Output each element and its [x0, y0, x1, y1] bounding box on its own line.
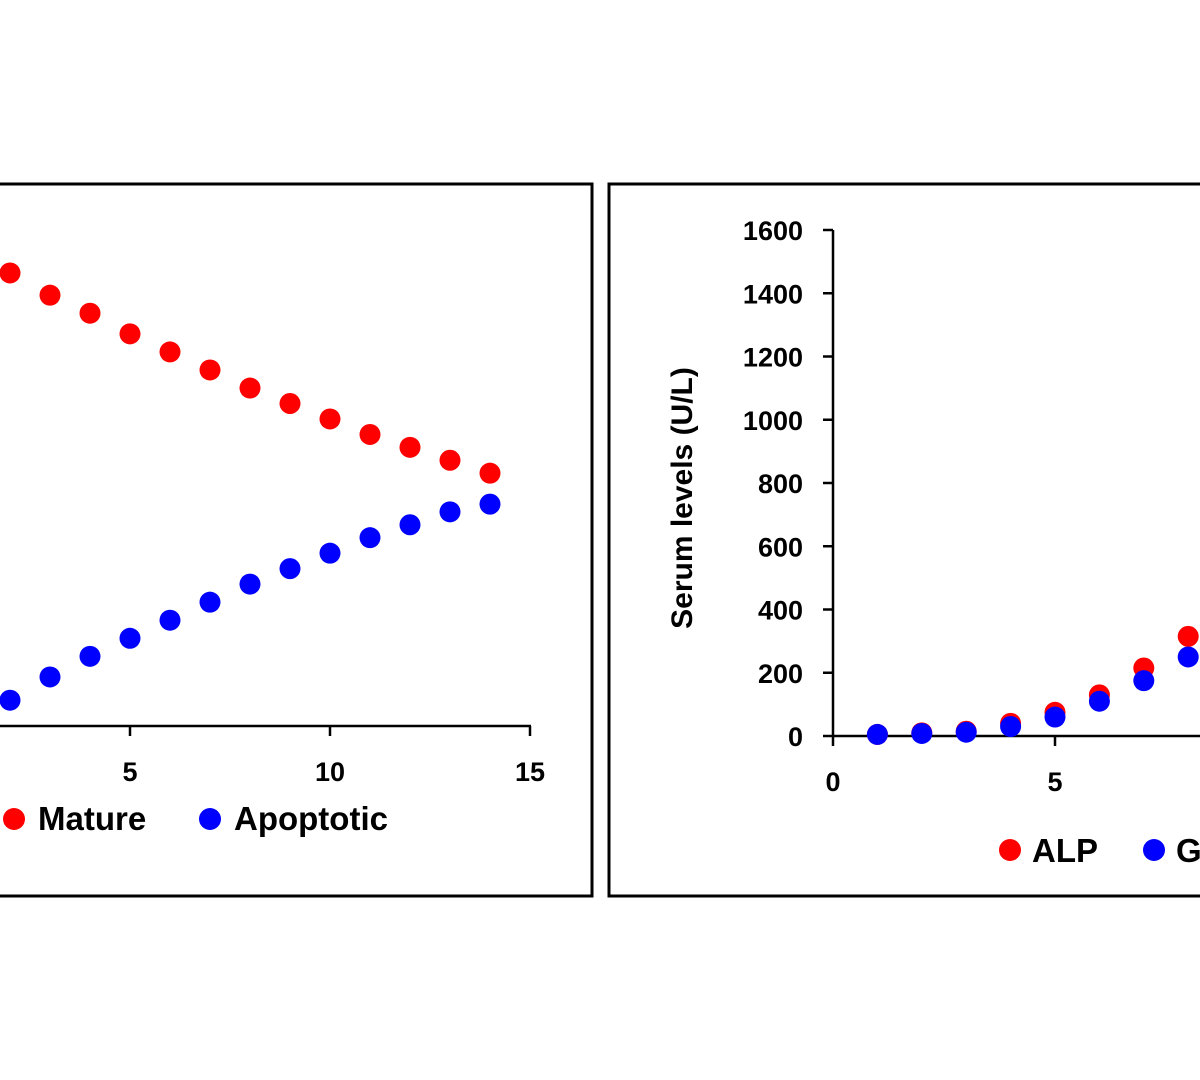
right-y-tick-label: 1400 [743, 279, 803, 309]
legend-marker-mature [3, 808, 25, 830]
data-point-mature [199, 359, 221, 381]
data-point-apoptotic [199, 591, 221, 613]
right-y-axis-title: Serum levels (U/L) [666, 367, 699, 629]
data-point-g [1088, 690, 1110, 712]
legend-label-apoptotic: Apoptotic [234, 800, 388, 837]
right-y-tick-label: 600 [758, 532, 803, 562]
right-chart-panel: Serum levels (U/L) 0 200 400 600 800 1000 1200… [607, 182, 1200, 898]
legend-label-mature: Mature [38, 800, 146, 837]
legend-marker-alp [999, 839, 1021, 861]
data-point-apoptotic [279, 558, 301, 580]
data-point-g [1133, 670, 1155, 692]
right-y-ticks: 0 200 400 600 800 1000 1200 1400 1600 [743, 216, 833, 752]
left-panel-frame [0, 182, 594, 898]
data-point-mature [359, 423, 381, 445]
left-x-ticks: 5 10 15 [122, 726, 545, 787]
left-x-tick-label: 10 [315, 757, 345, 787]
left-x-tick-label: 5 [122, 757, 137, 787]
data-point-g [1044, 706, 1066, 728]
legend-marker-g [1143, 839, 1165, 861]
right-y-tick-label: 800 [758, 469, 803, 499]
data-point-g [1000, 716, 1022, 738]
legend-label-g: G [1176, 832, 1200, 869]
right-x-tick-label: 0 [825, 767, 840, 797]
data-point-apoptotic [359, 527, 381, 549]
data-point-mature [0, 262, 21, 284]
data-point-g [911, 722, 933, 744]
data-point-apoptotic [479, 493, 501, 515]
right-y-tick-label: 1200 [743, 343, 803, 373]
data-point-mature [39, 284, 61, 306]
left-legend: Mature Apoptotic [3, 800, 388, 837]
right-y-tick-label: 0 [788, 722, 803, 752]
data-point-mature [159, 341, 181, 363]
left-data-points [0, 262, 501, 711]
data-point-apoptotic [399, 514, 421, 536]
right-y-tick-label: 200 [758, 659, 803, 689]
right-panel-frame [607, 182, 1200, 898]
legend-label-alp: ALP [1032, 832, 1098, 869]
left-x-tick-label: 15 [515, 757, 545, 787]
right-legend: ALP G [999, 832, 1200, 869]
data-point-apoptotic [159, 609, 181, 631]
data-point-mature [439, 449, 461, 471]
data-point-mature [239, 377, 261, 399]
data-point-g [955, 721, 977, 743]
data-point-apoptotic [79, 645, 101, 667]
data-point-mature [399, 436, 421, 458]
data-point-apoptotic [439, 501, 461, 523]
left-chart-panel: 5 10 15 Mature Apoptotic [0, 182, 594, 898]
data-point-mature [279, 393, 301, 414]
data-point-apoptotic [0, 689, 21, 711]
data-point-apoptotic [39, 666, 61, 688]
data-point-mature [79, 302, 101, 324]
legend-marker-apoptotic [199, 808, 221, 830]
data-point-alp [1177, 625, 1199, 647]
right-y-tick-label: 1600 [743, 216, 803, 246]
data-point-apoptotic [319, 542, 341, 564]
right-y-tick-label: 400 [758, 596, 803, 626]
right-y-tick-label: 1000 [743, 406, 803, 436]
data-point-g [866, 723, 888, 745]
right-data-points [866, 625, 1199, 745]
data-point-mature [119, 323, 141, 345]
data-point-apoptotic [239, 573, 261, 595]
right-x-tick-label: 5 [1047, 767, 1062, 797]
data-point-apoptotic [119, 627, 141, 649]
data-point-mature [479, 462, 501, 484]
data-point-g [1177, 646, 1199, 668]
data-point-mature [319, 408, 341, 430]
